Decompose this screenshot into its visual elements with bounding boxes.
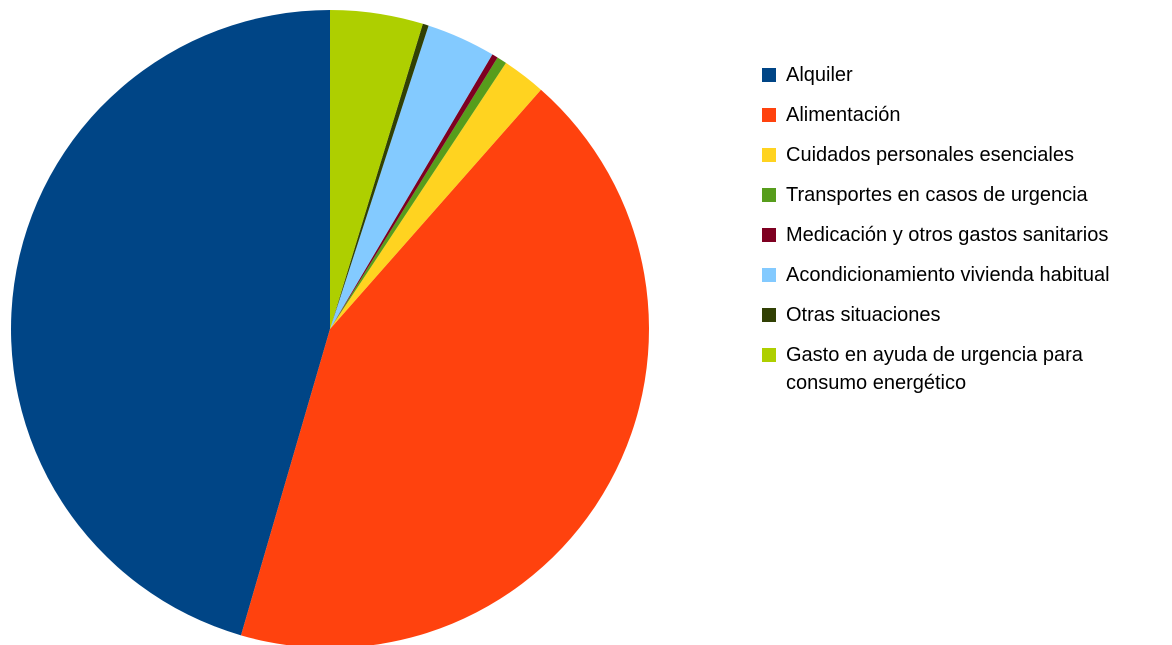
legend-swatch [762,348,776,362]
legend-label: Otras situaciones [786,304,941,326]
legend-label: Transportes en casos de urgencia [786,184,1088,206]
pie-slice [241,89,649,645]
legend-item: Alimentación [762,101,1162,129]
legend-swatch [762,268,776,282]
legend-item: Otras situaciones [762,301,1162,329]
legend-label: Gasto en ayuda de urgencia para consumo … [786,344,1083,394]
pie-slice [330,57,506,329]
legend-label: Alimentación [786,104,901,126]
legend-label: Alquiler [786,64,853,86]
legend: Alquiler Alimentación Cuidados personales … [762,61,1162,409]
pie-slice [330,25,493,329]
legend-item: Transportes en casos de urgencia [762,181,1162,209]
legend-swatch [762,148,776,162]
pie-slice [330,23,429,329]
pie-slice [330,62,541,329]
legend-swatch [762,228,776,242]
legend-item: Acondicionamiento vivienda habitual [762,261,1162,289]
legend-item: Cuidados personales esenciales [762,141,1162,169]
pie-slice [11,10,330,636]
legend-swatch [762,108,776,122]
pie-slice [330,10,423,329]
legend-swatch [762,188,776,202]
legend-label: Acondicionamiento vivienda habitual [786,264,1110,286]
legend-label: Medicación y otros gastos sanitarios [786,224,1109,246]
legend-item: Alquiler [762,61,1162,89]
legend-item: Gasto en ayuda de urgencia para consumo … [762,341,1162,397]
legend-swatch [762,308,776,322]
legend-swatch [762,68,776,82]
legend-item: Medicación y otros gastos sanitarios [762,221,1162,249]
legend-label: Cuidados personales esenciales [786,144,1074,166]
pie-slice [330,54,498,330]
